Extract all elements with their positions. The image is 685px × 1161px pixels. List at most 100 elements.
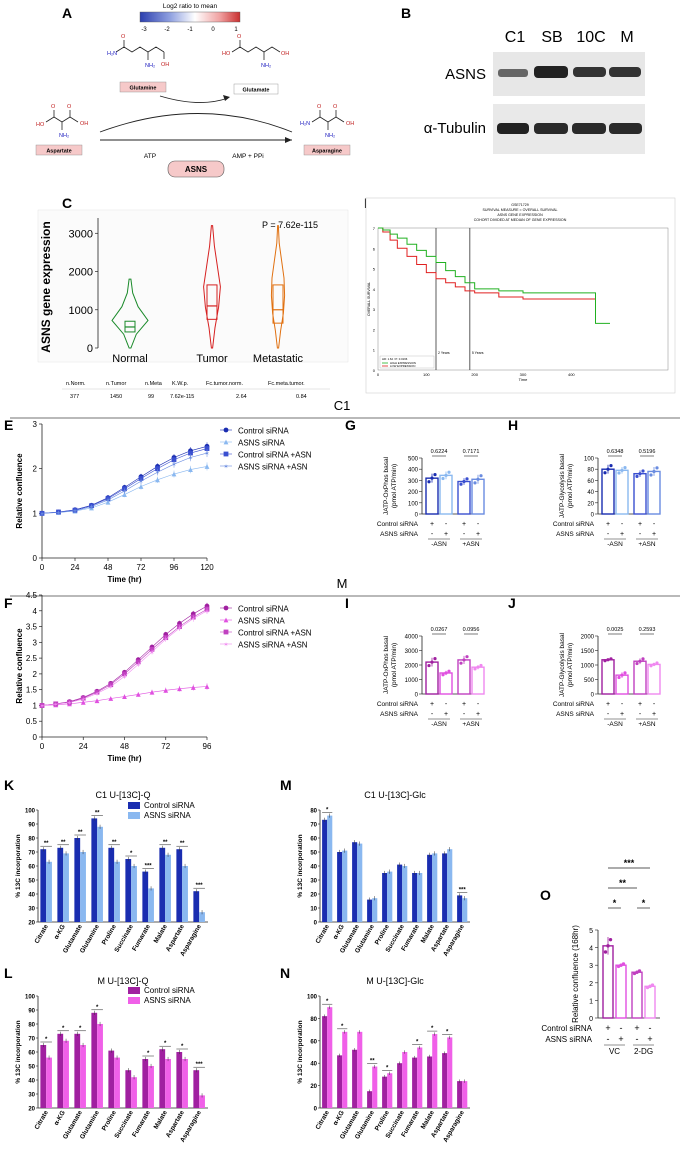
- significance-mark: *: [164, 1041, 167, 1047]
- y-tick-label: 1500: [581, 649, 595, 655]
- y-tick-label: 80: [310, 1017, 317, 1023]
- svg-text:NH₂: NH₂: [261, 63, 271, 69]
- significance-mark: *: [431, 1026, 434, 1032]
- data-point: [171, 457, 177, 463]
- category-label: Citrate: [315, 1109, 332, 1131]
- significance-mark: **: [180, 841, 185, 847]
- row-sign: +: [462, 701, 466, 708]
- significance-mark: **: [370, 1059, 375, 1065]
- p-value-label: 0.2593: [639, 627, 656, 633]
- section-header-c1: C1: [10, 398, 680, 419]
- data-point: [620, 673, 624, 677]
- row-sign: +: [476, 531, 480, 538]
- bar: [372, 898, 378, 922]
- bar: [182, 866, 188, 922]
- data-point: [606, 467, 610, 471]
- data-point: ✶: [191, 616, 196, 623]
- panel-g-oxphos: 0 100 200 300 400 500 JATP-OxPhos basal (pmol A…: [377, 449, 485, 548]
- group-label: -ASN: [431, 721, 447, 728]
- survival-curve: [378, 227, 596, 300]
- panel-letter-i: I: [345, 595, 349, 611]
- svg-text:OH: OH: [161, 62, 169, 68]
- legend-label: Control siRNA +ASN: [238, 629, 312, 638]
- bar: [142, 1059, 149, 1108]
- y-tick-label: 3000: [405, 649, 419, 655]
- data-point: ✶: [204, 451, 209, 458]
- bar: [432, 853, 438, 922]
- panel-letters: A B C D E F G H I J K L M N O: [4, 5, 551, 981]
- bar: [57, 847, 64, 922]
- legend-box: [379, 355, 435, 369]
- panel-letter-h: H: [508, 417, 518, 433]
- y-tick-label: 100: [25, 995, 36, 1001]
- glutamine-box: [119, 81, 167, 93]
- significance-mark: *: [181, 1044, 184, 1050]
- row-label-control: Control siRNA: [377, 701, 419, 708]
- y-tick-label: 1: [589, 998, 593, 1005]
- data-point: [122, 671, 127, 677]
- bar: [327, 815, 333, 922]
- y-axis-title: % 13C incorporation: [15, 834, 22, 897]
- y-tick-label: 0.5: [26, 717, 38, 726]
- data-point: ✶: [81, 697, 86, 704]
- significance-mark: ***: [624, 858, 635, 868]
- bar: [425, 477, 439, 515]
- data-point: [623, 671, 627, 675]
- stats-table: n.Norm. n.Tumor n.Meta K.W.p. Fc.tumor.n…: [62, 381, 330, 400]
- glutamate-box: [233, 83, 279, 95]
- y-tick-label: 40: [28, 1079, 35, 1085]
- section-label-c1: C1: [334, 398, 351, 413]
- y-tick-label: 90: [28, 823, 35, 829]
- data-point: [447, 669, 451, 673]
- legend-label: LOW EXPRESSION: [390, 364, 415, 368]
- y-tick-label: 4: [373, 287, 376, 292]
- y-axis-title: (pmol ATP/min): [391, 643, 398, 687]
- data-point: [479, 663, 483, 668]
- data-point: [606, 944, 610, 948]
- row-sign: -: [477, 701, 480, 708]
- y-tick-label: 90: [28, 1009, 35, 1015]
- data-point: [609, 464, 613, 468]
- data-point: [171, 471, 177, 477]
- category-label: Proline: [101, 923, 118, 946]
- series-line: [41, 605, 208, 706]
- data-point: [476, 477, 480, 481]
- bar: [327, 1007, 333, 1108]
- row-sign: +: [462, 521, 466, 528]
- blot-bands: [497, 66, 642, 134]
- data-point: [637, 969, 642, 973]
- data-point: [441, 476, 445, 481]
- svg-text:O: O: [333, 104, 338, 110]
- row-sign: -: [477, 521, 480, 528]
- bar: [125, 1070, 132, 1108]
- bar: [471, 478, 485, 515]
- row-sign: +: [430, 521, 434, 528]
- row-sign: -: [649, 1023, 652, 1033]
- y-tick-label: 80: [587, 468, 594, 474]
- y-tick-label: 2: [589, 981, 593, 988]
- row-sign: +: [476, 711, 480, 718]
- aspartate-structure: [45, 110, 79, 130]
- data-point: [138, 484, 144, 489]
- category-label: Citrate: [315, 923, 332, 945]
- blot-lane-label: M: [620, 29, 633, 46]
- y-tick-label: 80: [28, 1023, 35, 1029]
- svg-text:OH: OH: [80, 121, 88, 127]
- data-point: [441, 673, 445, 677]
- panel-letter-k: K: [4, 777, 14, 793]
- y-tick-label: 100: [307, 995, 318, 1001]
- bar: [108, 847, 115, 922]
- svg-text:O: O: [51, 104, 56, 110]
- bar: [80, 1045, 86, 1108]
- y-tick-label: 20: [587, 501, 594, 507]
- table-cell: 7.62e-115: [170, 394, 194, 400]
- y-tick-label: 0: [373, 368, 376, 373]
- bar: [644, 985, 656, 1019]
- row-sign: +: [638, 701, 642, 708]
- data-point: [122, 694, 127, 700]
- bar: [131, 1077, 137, 1108]
- y-tick-label: 70: [310, 823, 317, 829]
- row-sign: -: [653, 701, 656, 708]
- asparagine-label: Asparagine: [312, 149, 342, 155]
